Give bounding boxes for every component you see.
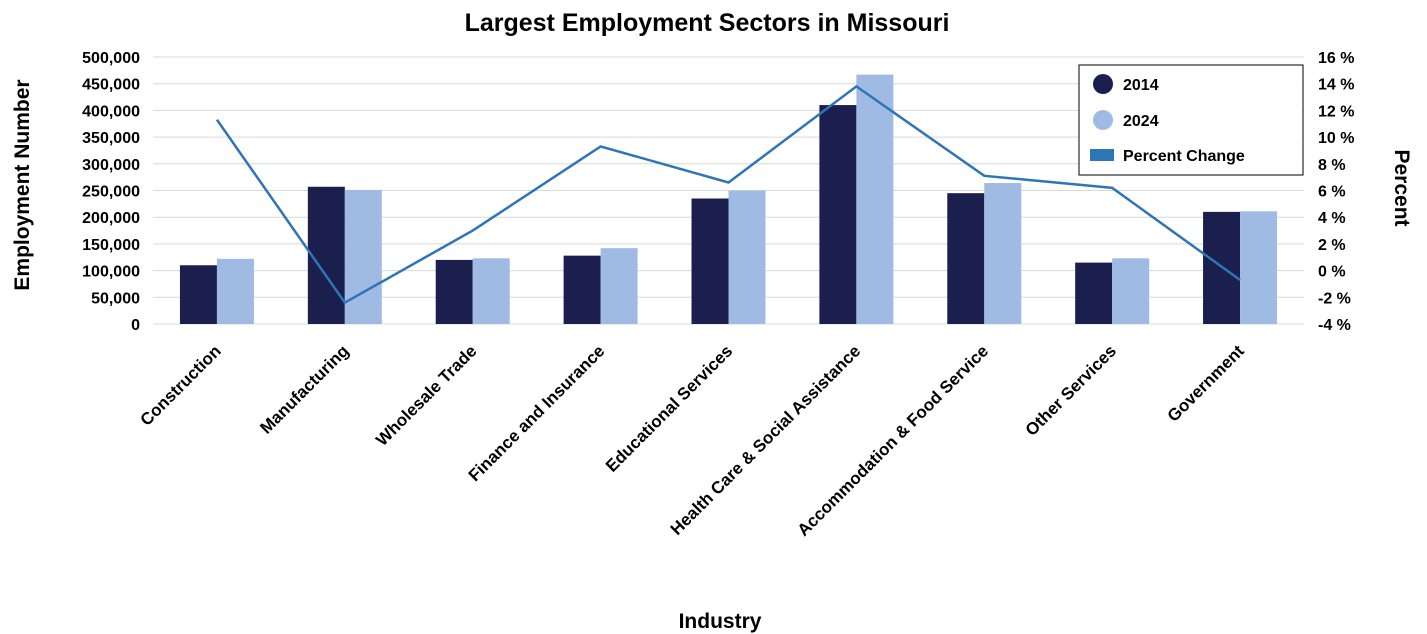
y-tick-label: 500,000	[82, 50, 140, 67]
y2-tick-label: 4 %	[1318, 210, 1346, 227]
bar-2014	[947, 193, 985, 324]
bar-2024	[984, 183, 1022, 324]
bar-2024	[600, 248, 638, 324]
bar-2024	[216, 258, 254, 324]
y-tick-label: 100,000	[82, 264, 140, 281]
y-axis-title: Employment Number	[11, 79, 34, 290]
bar-2014	[179, 265, 217, 324]
legend-2024-label: 2024	[1123, 113, 1159, 130]
chart-title: Largest Employment Sectors in Missouri	[465, 9, 950, 37]
y2-axis-title: Percent	[1390, 149, 1413, 226]
y2-tick-label: 6 %	[1318, 184, 1346, 201]
y2-tick-label: 10 %	[1318, 130, 1354, 147]
y2-tick-label: 8 %	[1318, 157, 1346, 174]
y-tick-label: 450,000	[82, 77, 140, 94]
y2-tick-label: 0 %	[1318, 264, 1346, 281]
y-tick-label: 400,000	[82, 103, 140, 120]
category-label: Construction	[137, 341, 225, 429]
y-tick-label: 250,000	[82, 184, 140, 201]
y-tick-label: 150,000	[82, 237, 140, 254]
y-tick-label: 300,000	[82, 157, 140, 174]
x-axis-title: Industry	[679, 610, 762, 633]
y2-tick-label: 2 %	[1318, 237, 1346, 254]
legend-box	[1078, 64, 1304, 176]
percent-change-line	[215, 84, 1241, 305]
bar-2024	[472, 258, 510, 324]
y2-tick-label: 14 %	[1318, 77, 1354, 94]
category-labels: Construction Manufacturing Wholesale Trade…	[137, 341, 1249, 540]
y-tick-label: 0	[131, 317, 140, 334]
legend-2024-marker	[1093, 110, 1113, 130]
category-label: Government	[1164, 341, 1248, 425]
y-axis-ticks: 500,000 450,000 400,000 350,000 300,000 250,0…	[82, 50, 140, 334]
category-label: Educational Services	[602, 341, 736, 475]
bar-2024	[1240, 211, 1278, 324]
category-label: Wholesale Trade	[372, 341, 480, 449]
category-label: Manufacturing	[256, 341, 352, 437]
legend-percent-change-marker	[1090, 149, 1114, 161]
y2-tick-label: 16 %	[1318, 50, 1354, 67]
category-label: Finance and Insurance	[465, 341, 609, 485]
bar-2024	[728, 190, 766, 324]
bar-2014	[563, 255, 601, 324]
bars	[179, 74, 1278, 324]
y2-tick-label: -4 %	[1318, 317, 1351, 334]
category-label: Other Services	[1022, 341, 1120, 439]
y2-axis-ticks: 16 % 14 % 12 % 10 % 8 % 6 % 4 % 2 % 0 % -2 % -4 %	[1318, 50, 1354, 334]
y-tick-label: 50,000	[91, 290, 140, 307]
bar-2014	[435, 259, 473, 324]
bar-2014	[819, 105, 857, 324]
y2-tick-label: -2 %	[1318, 290, 1351, 307]
y-tick-label: 200,000	[82, 210, 140, 227]
legend-2014-label: 2014	[1123, 77, 1159, 94]
bar-2024	[344, 189, 382, 324]
bar-2014	[691, 198, 729, 324]
legend: 2014 2024 Percent Change	[1078, 64, 1304, 176]
bar-2024	[856, 74, 894, 324]
legend-2014-marker	[1093, 74, 1113, 94]
bar-2014	[307, 186, 345, 324]
bar-2024	[1112, 258, 1150, 324]
bar-2014	[1075, 262, 1113, 324]
y2-tick-label: 12 %	[1318, 103, 1354, 120]
y-tick-label: 350,000	[82, 130, 140, 147]
legend-percent-change-label: Percent Change	[1123, 148, 1245, 165]
